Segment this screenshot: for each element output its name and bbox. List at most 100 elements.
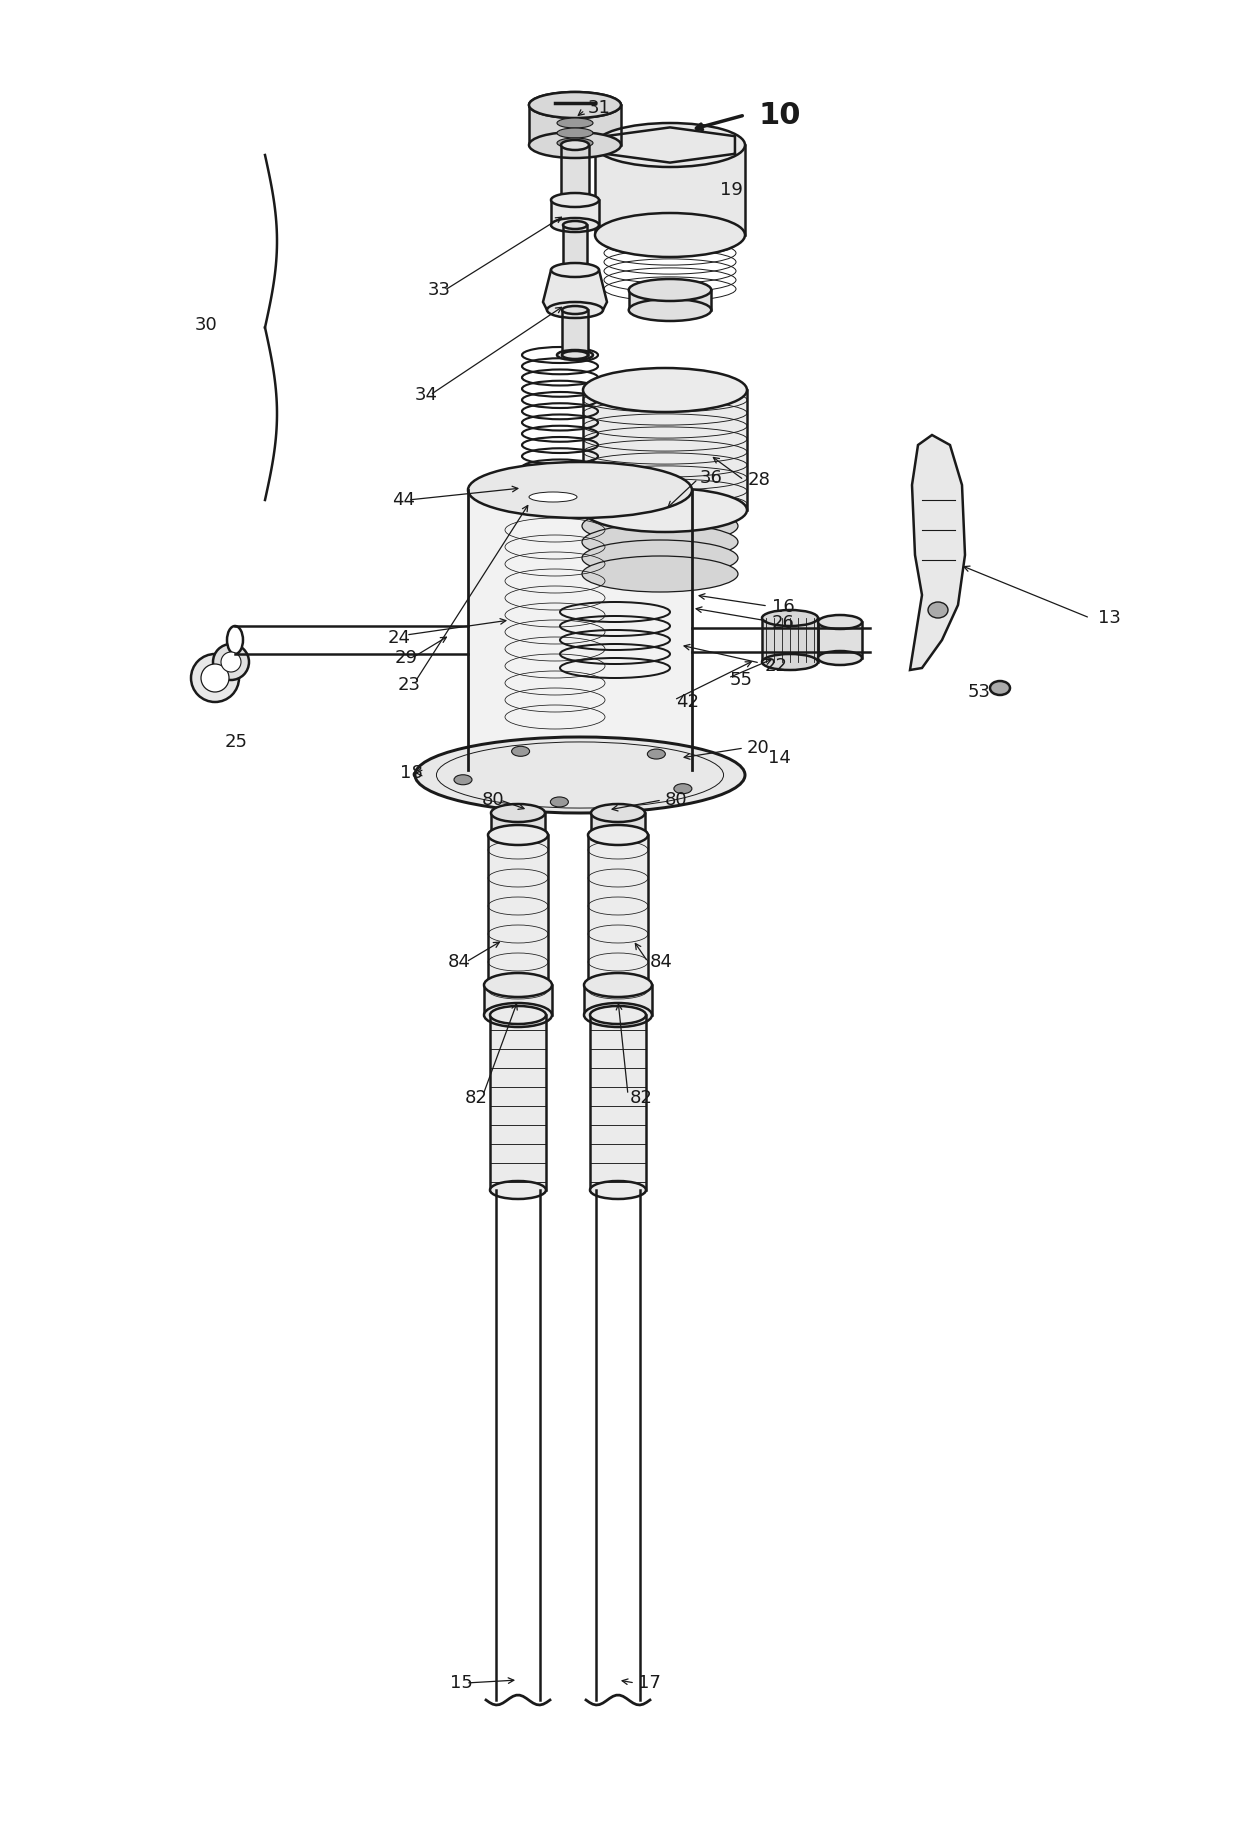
Ellipse shape <box>560 139 589 150</box>
Text: 53: 53 <box>968 683 991 701</box>
Ellipse shape <box>551 796 568 807</box>
Text: 84: 84 <box>448 952 471 971</box>
Polygon shape <box>629 290 712 310</box>
Polygon shape <box>605 127 735 163</box>
Ellipse shape <box>763 653 818 670</box>
Ellipse shape <box>590 1006 646 1024</box>
Ellipse shape <box>490 1182 546 1198</box>
Ellipse shape <box>818 615 862 629</box>
Text: 18: 18 <box>401 763 423 782</box>
Ellipse shape <box>491 826 546 844</box>
Text: 30: 30 <box>195 316 218 334</box>
Ellipse shape <box>227 626 243 653</box>
Ellipse shape <box>763 609 818 626</box>
Ellipse shape <box>547 303 603 317</box>
Text: 80: 80 <box>482 791 505 809</box>
Ellipse shape <box>557 138 593 149</box>
Ellipse shape <box>584 1004 652 1028</box>
Ellipse shape <box>563 220 587 229</box>
Polygon shape <box>763 618 818 662</box>
Text: 28: 28 <box>748 472 771 488</box>
Polygon shape <box>584 985 652 1015</box>
Ellipse shape <box>557 350 593 360</box>
Ellipse shape <box>489 974 548 995</box>
Ellipse shape <box>512 747 529 756</box>
Ellipse shape <box>551 262 599 277</box>
Text: 29: 29 <box>396 650 418 666</box>
Polygon shape <box>529 105 621 145</box>
Ellipse shape <box>928 602 949 618</box>
Ellipse shape <box>673 784 692 795</box>
Ellipse shape <box>590 1182 646 1198</box>
Ellipse shape <box>582 525 738 560</box>
Ellipse shape <box>595 123 745 167</box>
Ellipse shape <box>588 974 649 995</box>
Ellipse shape <box>467 741 692 798</box>
Text: 84: 84 <box>650 952 673 971</box>
Ellipse shape <box>591 826 645 844</box>
Text: 55: 55 <box>730 672 753 688</box>
Polygon shape <box>489 835 548 985</box>
Ellipse shape <box>588 826 649 844</box>
Text: 34: 34 <box>415 385 438 404</box>
Ellipse shape <box>529 92 621 117</box>
Text: 17: 17 <box>639 1674 661 1692</box>
Ellipse shape <box>582 539 738 576</box>
Ellipse shape <box>647 749 666 760</box>
Ellipse shape <box>629 299 712 321</box>
Ellipse shape <box>513 486 593 506</box>
Polygon shape <box>484 985 552 1015</box>
Ellipse shape <box>415 738 745 813</box>
Polygon shape <box>551 200 599 226</box>
Ellipse shape <box>584 973 652 996</box>
Ellipse shape <box>484 973 552 996</box>
Ellipse shape <box>562 306 588 314</box>
Ellipse shape <box>582 508 738 543</box>
Polygon shape <box>583 391 746 510</box>
Polygon shape <box>560 145 589 200</box>
Text: 80: 80 <box>665 791 688 809</box>
Text: 19: 19 <box>720 182 743 198</box>
Ellipse shape <box>201 664 229 692</box>
Ellipse shape <box>557 128 593 138</box>
Text: 13: 13 <box>1097 609 1121 628</box>
Ellipse shape <box>529 92 621 117</box>
Polygon shape <box>543 270 608 310</box>
Ellipse shape <box>551 218 599 231</box>
Ellipse shape <box>591 804 645 822</box>
Ellipse shape <box>529 492 577 503</box>
Ellipse shape <box>562 350 588 360</box>
Polygon shape <box>910 435 965 670</box>
Ellipse shape <box>582 556 738 593</box>
Text: 15: 15 <box>450 1674 472 1692</box>
Text: 42: 42 <box>676 694 699 710</box>
Ellipse shape <box>629 279 712 301</box>
Ellipse shape <box>990 681 1011 695</box>
Polygon shape <box>562 310 588 354</box>
Ellipse shape <box>529 132 621 158</box>
Polygon shape <box>491 813 546 835</box>
Ellipse shape <box>583 369 746 413</box>
Text: 33: 33 <box>428 281 451 299</box>
Text: 36: 36 <box>701 470 723 486</box>
Ellipse shape <box>582 492 738 528</box>
Text: 26: 26 <box>773 615 795 631</box>
Text: 25: 25 <box>224 732 248 751</box>
Ellipse shape <box>490 1006 546 1024</box>
Text: 82: 82 <box>465 1088 487 1107</box>
Polygon shape <box>490 1015 546 1191</box>
Text: 14: 14 <box>768 749 791 767</box>
Text: 82: 82 <box>630 1088 653 1107</box>
Text: 22: 22 <box>765 657 787 675</box>
Ellipse shape <box>557 117 593 128</box>
Polygon shape <box>595 145 745 235</box>
Text: 20: 20 <box>746 740 770 758</box>
Polygon shape <box>588 835 649 985</box>
Text: 10: 10 <box>758 101 801 130</box>
Ellipse shape <box>595 213 745 257</box>
Ellipse shape <box>221 651 241 672</box>
Ellipse shape <box>818 651 862 664</box>
Text: 31: 31 <box>588 99 611 117</box>
Ellipse shape <box>467 462 692 517</box>
Ellipse shape <box>191 653 239 703</box>
